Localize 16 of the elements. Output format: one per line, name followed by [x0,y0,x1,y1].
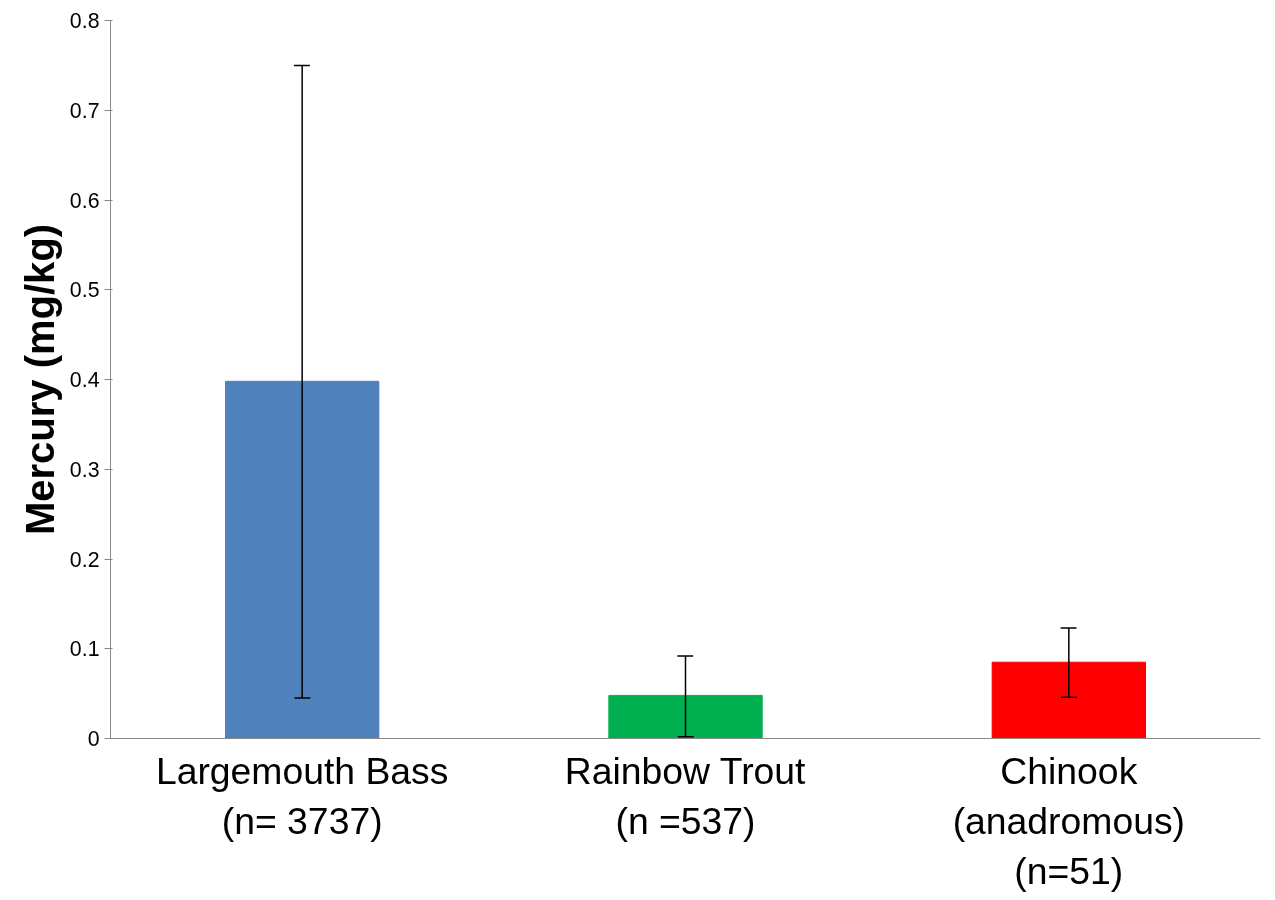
bar [991,661,1146,739]
y-tick-label: 0.3 [69,457,100,482]
bar [225,380,380,739]
y-axis-title: Mercury (mg/kg) [17,223,62,536]
y-tick-label: 0.1 [69,637,100,662]
y-tick-label: 0.2 [69,547,100,572]
y-tick-label: 0.5 [69,278,100,303]
x-tick-label: Rainbow Trout (n =537) [564,749,807,842]
bar [608,694,763,739]
y-tick-label: 0.4 [69,368,100,392]
y-tick-label: 0.8 [69,9,100,33]
y-tick-label: 0.6 [69,188,100,213]
y-tick-label: 0.7 [69,98,100,123]
x-tick-label: Largemouth Bass (n= 3737) [155,749,449,842]
x-tick-label: Chinook (anadromous) (n=51) [952,749,1186,893]
y-tick-label: 0 [87,727,100,751]
